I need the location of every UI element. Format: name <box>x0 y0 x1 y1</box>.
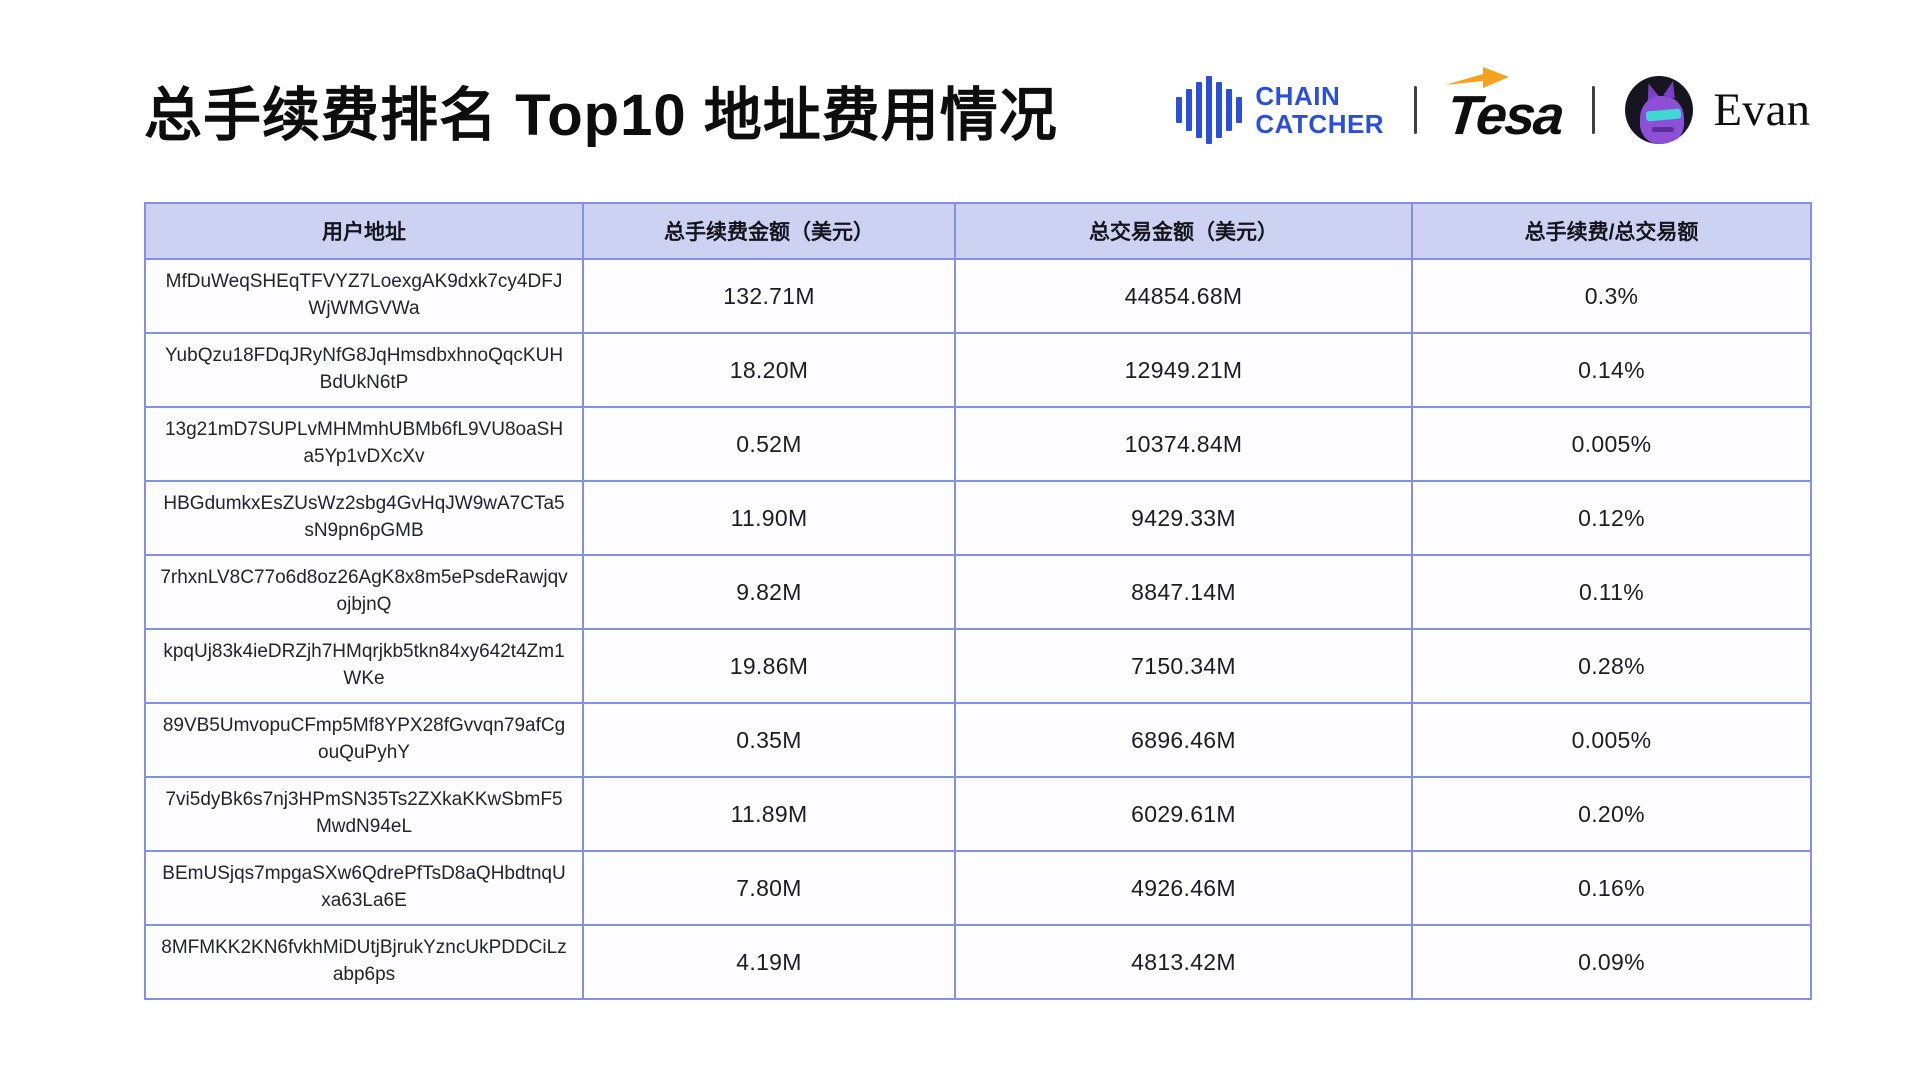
ratio-cell: 0.16% <box>1411 850 1812 926</box>
header-fee-ratio: 总手续费/总交易额 <box>1411 202 1812 260</box>
address-cell: HBGdumkxEsZUsWz2sbg4GvHqJW9wA7CTa5sN9pn6… <box>144 480 584 556</box>
volume-cell: 6029.61M <box>954 776 1413 852</box>
chaincatcher-bar <box>1226 89 1233 131</box>
table-row: 13g21mD7SUPLvMHMmhUBMb6fL9VU8oaSHa5Yp1vD… <box>144 406 1812 482</box>
fee-cell: 132.71M <box>582 258 956 334</box>
chaincatcher-bar <box>1186 89 1193 131</box>
avatar <box>1625 76 1694 144</box>
chaincatcher-bars-icon <box>1176 73 1243 147</box>
address-cell: 8MFMKK2KN6fvkhMiDUtjBjrukYzncUkPDDCiLzab… <box>144 924 584 1000</box>
avatar-mouth-icon <box>1652 127 1675 132</box>
address-cell: kpqUj83k4ieDRZjh7HMqrjkb5tkn84xy642t4Zm1… <box>144 628 584 704</box>
header-total-fee: 总手续费金额（美元） <box>582 202 956 260</box>
volume-cell: 12949.21M <box>954 332 1413 408</box>
fee-cell: 18.20M <box>582 332 956 408</box>
page-title: 总手续费排名 Top10 地址费用情况 <box>144 83 1058 148</box>
address-cell: 7vi5dyBk6s7nj3HPmSN35Ts2ZXkaKKwSbmF5MwdN… <box>144 776 584 852</box>
volume-cell: 7150.34M <box>954 628 1413 704</box>
fee-cell: 9.82M <box>582 554 956 630</box>
table-row: kpqUj83k4ieDRZjh7HMqrjkb5tkn84xy642t4Zm1… <box>144 628 1812 704</box>
address-cell: 13g21mD7SUPLvMHMmhUBMb6fL9VU8oaSHa5Yp1vD… <box>144 406 584 482</box>
chaincatcher-logo: CHAIN CATCHER <box>1176 73 1384 147</box>
fee-cell: 11.89M <box>582 776 956 852</box>
address-cell: 7rhxnLV8C77o6d8oz26AgK8x8m5ePsdeRawjqvoj… <box>144 554 584 630</box>
ratio-cell: 0.3% <box>1411 258 1812 334</box>
header-user-address: 用户地址 <box>144 202 584 260</box>
ratio-cell: 0.11% <box>1411 554 1812 630</box>
table-row: HBGdumkxEsZUsWz2sbg4GvHqJW9wA7CTa5sN9pn6… <box>144 480 1812 556</box>
table-row: MfDuWeqSHEqTFVYZ7LoexgAK9dxk7cy4DFJWjWMG… <box>144 258 1812 334</box>
address-cell: 89VB5UmvopuCFmp5Mf8YPX28fGvvqn79afCgouQu… <box>144 702 584 778</box>
volume-cell: 6896.46M <box>954 702 1413 778</box>
volume-cell: 8847.14M <box>954 554 1413 630</box>
table-row: 89VB5UmvopuCFmp5Mf8YPX28fGvvqn79afCgouQu… <box>144 702 1812 778</box>
table-row: 7rhxnLV8C77o6d8oz26AgK8x8m5ePsdeRawjqvoj… <box>144 554 1812 630</box>
volume-cell: 10374.84M <box>954 406 1413 482</box>
ratio-cell: 0.005% <box>1411 406 1812 482</box>
table-row: BEmUSjqs7mpgaSXw6QdrePfTsD8aQHbdtnqUxa63… <box>144 850 1812 926</box>
tesa-arrow-icon <box>1445 66 1510 88</box>
fee-cell: 0.52M <box>582 406 956 482</box>
table-row: 7vi5dyBk6s7nj3HPmSN35Ts2ZXkaKKwSbmF5MwdN… <box>144 776 1812 852</box>
ratio-cell: 0.12% <box>1411 480 1812 556</box>
chaincatcher-line1: CHAIN <box>1255 80 1341 111</box>
header-total-volume: 总交易金额（美元） <box>954 202 1413 260</box>
chaincatcher-bar <box>1196 82 1203 138</box>
logo-divider <box>1414 86 1418 134</box>
volume-cell: 4813.42M <box>954 924 1413 1000</box>
ratio-cell: 0.005% <box>1411 702 1812 778</box>
ratio-cell: 0.20% <box>1411 776 1812 852</box>
logo-row: CHAIN CATCHER Tesa Evan <box>1176 66 1810 147</box>
table-row: YubQzu18FDqJRyNfG8JqHmsdbxhnoQqcKUHBdUkN… <box>144 332 1812 408</box>
fee-cell: 0.35M <box>582 702 956 778</box>
logo-divider <box>1592 86 1596 134</box>
chaincatcher-bar <box>1176 97 1183 123</box>
address-cell: MfDuWeqSHEqTFVYZ7LoexgAK9dxk7cy4DFJWjWMG… <box>144 258 584 334</box>
address-cell: YubQzu18FDqJRyNfG8JqHmsdbxhnoQqcKUHBdUkN… <box>144 332 584 408</box>
chaincatcher-bar <box>1206 76 1213 144</box>
author-chip: Evan <box>1625 76 1810 144</box>
chaincatcher-bar <box>1236 97 1243 123</box>
chaincatcher-bar <box>1216 82 1223 138</box>
chaincatcher-line2: CATCHER <box>1255 109 1385 139</box>
fee-ranking-table: 用户地址 总手续费金额（美元） 总交易金额（美元） 总手续费/总交易额 MfDu… <box>144 202 1812 1000</box>
tesa-logo: Tesa <box>1443 66 1566 146</box>
volume-cell: 44854.68M <box>954 258 1413 334</box>
ratio-cell: 0.14% <box>1411 332 1812 408</box>
page-header: 总手续费排名 Top10 地址费用情况 CHAIN CATCHER Tes <box>144 58 1810 162</box>
table-header-row: 用户地址 总手续费金额（美元） 总交易金额（美元） 总手续费/总交易额 <box>144 202 1812 260</box>
volume-cell: 9429.33M <box>954 480 1413 556</box>
table-row: 8MFMKK2KN6fvkhMiDUtjBjrukYzncUkPDDCiLzab… <box>144 924 1812 1000</box>
tesa-wordmark: Tesa <box>1443 83 1566 146</box>
address-cell: BEmUSjqs7mpgaSXw6QdrePfTsD8aQHbdtnqUxa63… <box>144 850 584 926</box>
chaincatcher-wordmark: CHAIN CATCHER <box>1255 82 1384 138</box>
author-name: Evan <box>1713 84 1810 136</box>
volume-cell: 4926.46M <box>954 850 1413 926</box>
ratio-cell: 0.28% <box>1411 628 1812 704</box>
fee-cell: 7.80M <box>582 850 956 926</box>
fee-cell: 11.90M <box>582 480 956 556</box>
fee-cell: 19.86M <box>582 628 956 704</box>
ratio-cell: 0.09% <box>1411 924 1812 1000</box>
fee-cell: 4.19M <box>582 924 956 1000</box>
